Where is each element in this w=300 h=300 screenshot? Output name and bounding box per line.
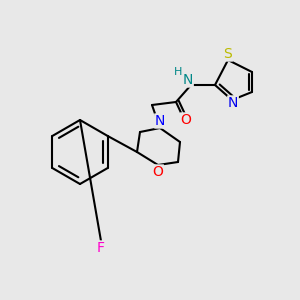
Text: H: H <box>174 67 182 77</box>
Text: O: O <box>181 113 191 127</box>
Text: N: N <box>155 114 165 128</box>
Text: O: O <box>153 165 164 179</box>
Text: F: F <box>97 241 105 255</box>
Text: N: N <box>183 73 193 87</box>
Text: N: N <box>228 96 238 110</box>
Text: S: S <box>224 47 232 61</box>
